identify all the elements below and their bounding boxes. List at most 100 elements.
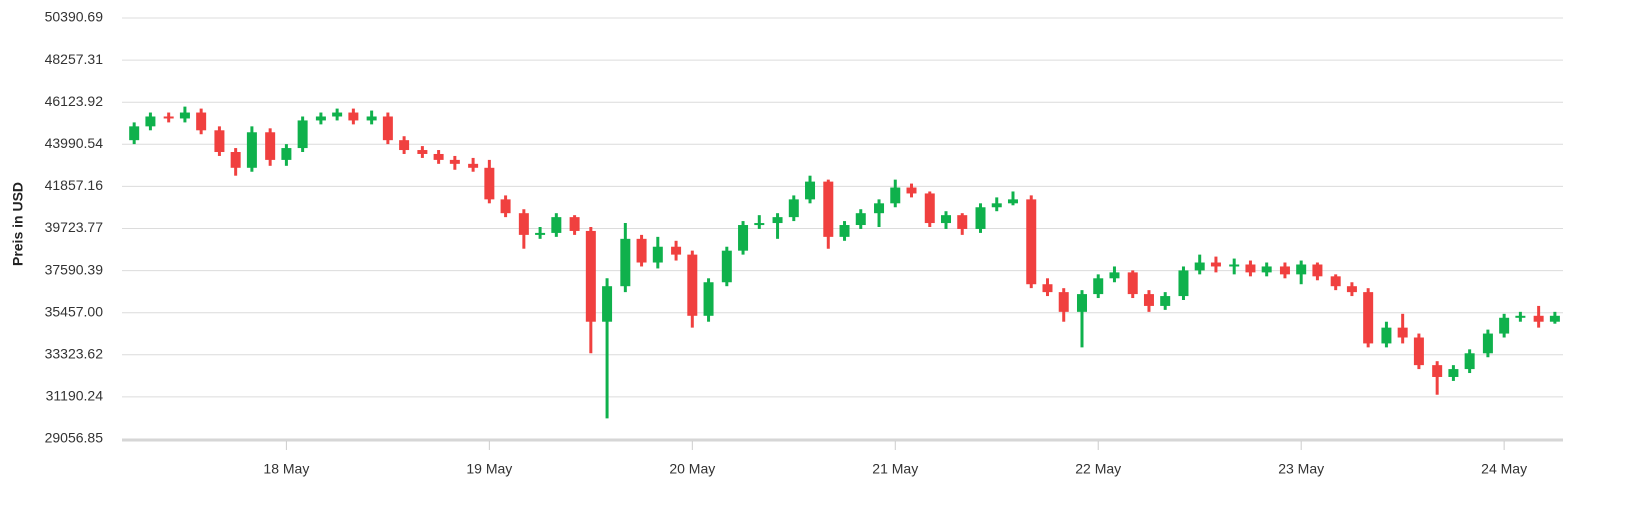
candle-body [957,215,968,229]
candle-body [145,116,156,127]
candle-body [1346,286,1357,293]
candle-body [179,112,190,119]
y-tick-label: 50390.69 [45,9,104,25]
candle-body [855,213,866,226]
candle-body [433,153,444,160]
candle-body [281,148,292,160]
candle-body [1076,294,1087,312]
candle-body [569,217,580,231]
y-tick-label: 39723.77 [45,219,104,235]
candle-body [265,132,276,160]
candle-body [941,215,952,224]
candle-body [788,199,799,218]
candle-body [1143,294,1154,306]
candle-body [246,132,257,168]
x-tick-label: 21 May [872,461,918,477]
y-tick-label: 31190.24 [46,388,104,404]
candle-body [1413,337,1424,366]
candle-body [468,163,479,168]
candle-body [1533,315,1544,322]
candle-body [348,112,359,121]
candle-body [823,181,834,237]
y-tick-label: 33323.62 [45,346,104,362]
y-tick-label: 43990.54 [45,135,104,151]
candle-body [1042,284,1053,293]
candle-body [991,203,1002,208]
y-tick-label: 35457.00 [45,303,104,319]
candle-body [551,217,562,233]
candle-body [1296,264,1307,275]
candle-body [636,238,647,263]
y-tick-label: 37590.39 [45,261,104,277]
y-tick-label: 41857.16 [45,177,104,193]
candle-body [754,223,765,226]
candle-body [1229,264,1240,267]
candle-body [1397,327,1408,338]
candle-body [1279,266,1290,275]
candle-body [1261,266,1272,273]
candle-body [382,116,393,141]
candle-body [1245,264,1256,273]
candle-body [129,126,140,141]
candle-body [1160,296,1171,306]
candle-body [1026,199,1037,285]
candle-body [738,225,749,251]
candle-body [332,112,343,117]
candle-body [1058,292,1069,312]
candle-body [1363,292,1374,344]
y-tick-label: 29056.85 [45,430,104,446]
candle-body [874,203,885,214]
candle-body [703,282,714,316]
candle-body [1448,369,1459,377]
candle-body [1499,317,1510,334]
candle-body [1127,272,1138,295]
candle-body [1194,262,1205,271]
candle-body [518,213,529,235]
candle-body [772,217,783,224]
x-tick-label: 20 May [669,461,715,477]
candle-body [315,116,326,121]
candle-body [1109,272,1120,279]
candle-body [366,116,377,121]
candle-body [297,120,308,149]
x-tick-label: 22 May [1075,461,1121,477]
candle-body [1549,315,1560,322]
candle-body [671,246,682,255]
x-tick-label: 18 May [263,461,309,477]
candle-body [449,159,460,164]
candle-body [652,246,663,263]
candle-body [1482,333,1493,354]
candle-body [1178,270,1189,297]
candle-body [1515,315,1526,318]
candle-body [805,181,816,200]
candle-body [417,150,428,154]
candle-body [721,250,732,283]
candle-body [399,140,410,151]
candle-body [1093,278,1104,295]
x-tick-label: 23 May [1278,461,1324,477]
x-tick-label: 24 May [1481,461,1527,477]
candle-body [500,199,511,214]
candle-body [484,167,495,200]
candle-body [585,230,596,322]
candle-body [906,187,917,194]
x-tick-label: 19 May [466,461,512,477]
candle-body [196,112,207,131]
candle-body [839,225,850,237]
y-axis-label: Preis in USD [10,182,26,266]
candle-body [1381,327,1392,344]
candle-body [1464,353,1475,370]
candle-body [620,238,631,287]
y-tick-label: 48257.31 [45,51,104,67]
candle-body [602,286,613,322]
candle-body [535,232,546,235]
y-tick-label: 46123.92 [45,93,104,109]
candle-body [890,187,901,204]
candle-body [230,152,241,168]
candle-body [163,116,174,119]
candle-body [924,193,935,224]
candle-body [1432,365,1443,377]
candle-body [214,130,225,153]
candle-body [975,207,986,229]
